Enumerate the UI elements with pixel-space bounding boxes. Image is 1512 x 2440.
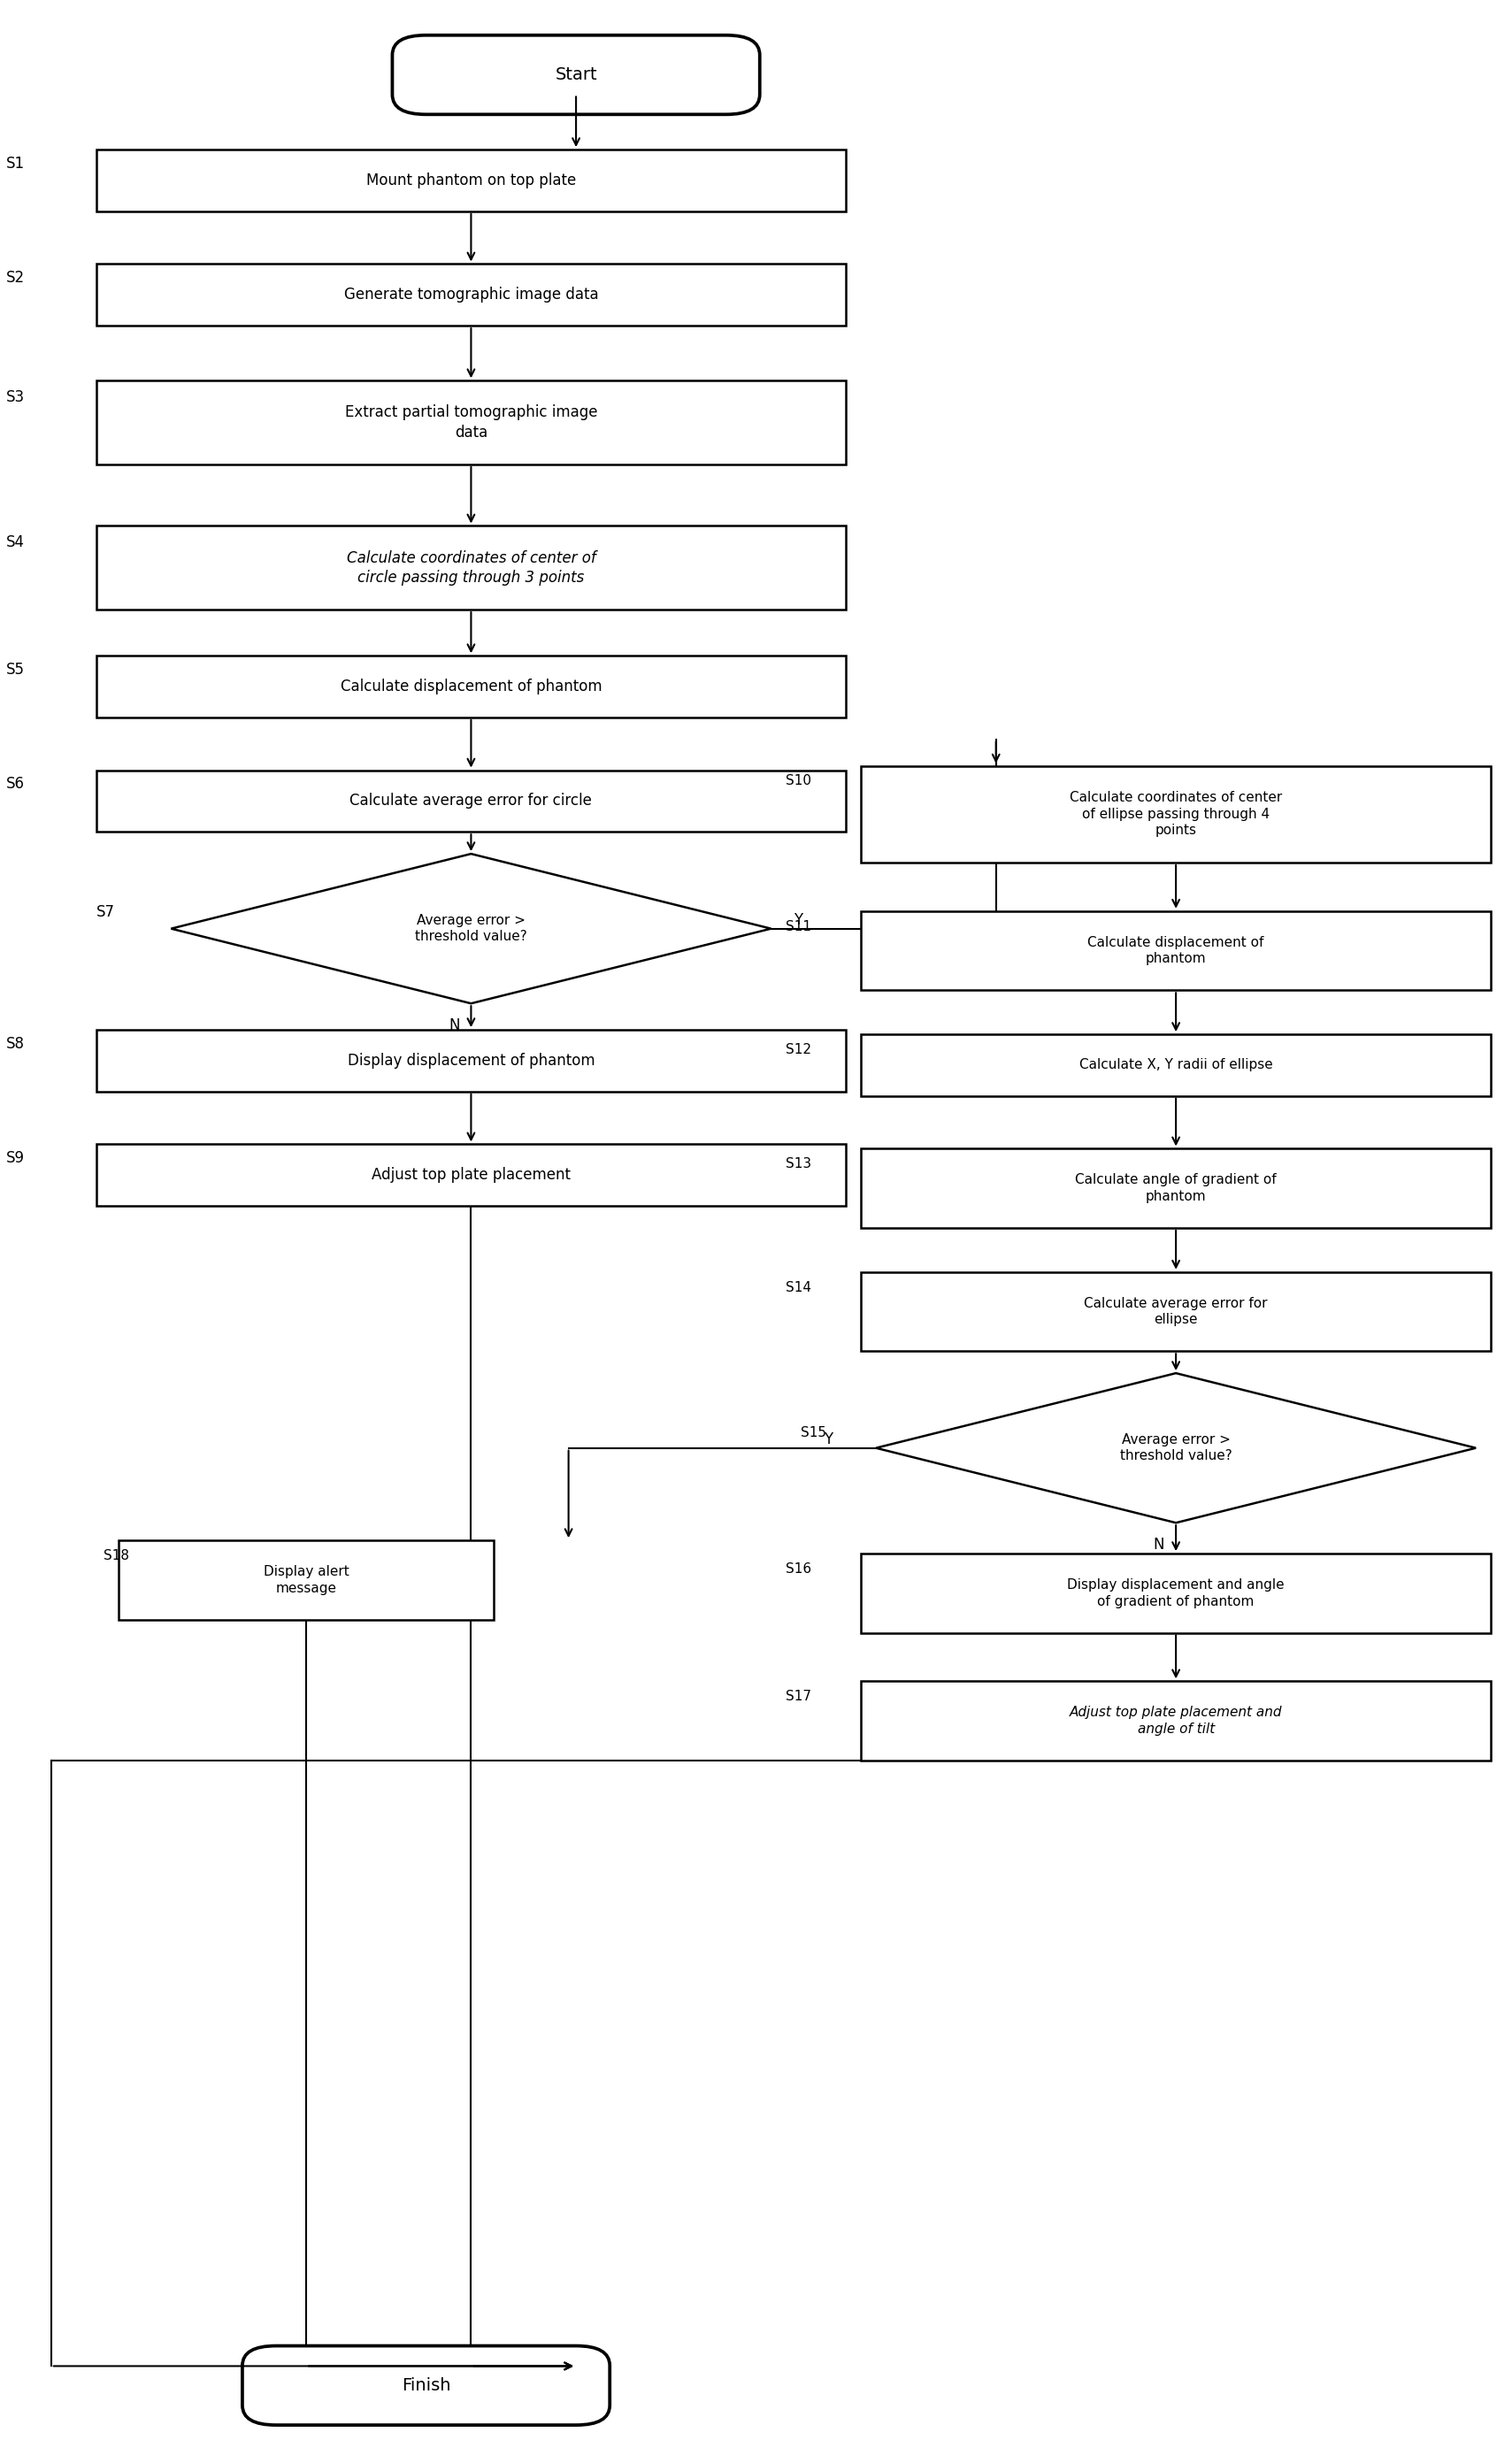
Text: Average error >
threshold value?: Average error > threshold value? [414, 913, 528, 944]
FancyBboxPatch shape [242, 2345, 609, 2425]
Text: Finish: Finish [402, 2377, 451, 2394]
Polygon shape [171, 854, 771, 1003]
Bar [97, 656, 847, 717]
Text: S11: S11 [786, 920, 812, 932]
Text: Display displacement of phantom: Display displacement of phantom [348, 1052, 594, 1069]
Text: N: N [1154, 1537, 1164, 1552]
Bar [97, 527, 847, 610]
Text: S12: S12 [786, 1042, 812, 1057]
Text: Calculate angle of gradient of
phantom: Calculate angle of gradient of phantom [1075, 1174, 1276, 1203]
Bar [97, 771, 847, 832]
Bar [860, 766, 1491, 864]
Bar [860, 1681, 1491, 1762]
Text: Extract partial tomographic image
data: Extract partial tomographic image data [345, 405, 597, 439]
Text: S13: S13 [786, 1157, 812, 1171]
Bar [97, 149, 847, 212]
FancyBboxPatch shape [392, 34, 759, 115]
Text: Start: Start [555, 66, 597, 83]
Text: S14: S14 [786, 1281, 812, 1293]
Text: S15: S15 [801, 1425, 827, 1440]
Polygon shape [875, 1374, 1476, 1523]
Text: Calculate displacement of
phantom: Calculate displacement of phantom [1087, 937, 1264, 966]
Bar [860, 1035, 1491, 1096]
Bar [97, 1144, 847, 1205]
Bar [97, 381, 847, 464]
Text: S9: S9 [6, 1149, 24, 1166]
Text: S7: S7 [97, 903, 115, 920]
Text: Calculate coordinates of center of
circle passing through 3 points: Calculate coordinates of center of circl… [346, 549, 596, 586]
Bar [860, 1554, 1491, 1632]
Text: S16: S16 [786, 1562, 812, 1576]
Text: S4: S4 [6, 534, 24, 549]
Text: S5: S5 [6, 661, 24, 678]
Text: S17: S17 [786, 1691, 812, 1703]
Bar [97, 1030, 847, 1091]
Bar [860, 910, 1491, 991]
Text: S2: S2 [6, 271, 24, 285]
Bar [97, 264, 847, 325]
Text: S1: S1 [6, 156, 24, 171]
Text: Display alert
message: Display alert message [263, 1564, 349, 1596]
Text: Average error >
threshold value?: Average error > threshold value? [1120, 1432, 1232, 1464]
Text: Adjust top plate placement: Adjust top plate placement [372, 1166, 570, 1183]
Text: Display displacement and angle
of gradient of phantom: Display displacement and angle of gradie… [1067, 1579, 1285, 1608]
Text: Calculate average error for circle: Calculate average error for circle [349, 793, 593, 810]
Text: Y: Y [824, 1432, 833, 1447]
Text: Calculate coordinates of center
of ellipse passing through 4
points: Calculate coordinates of center of ellip… [1069, 791, 1282, 837]
Text: S8: S8 [6, 1037, 24, 1052]
Bar [860, 1271, 1491, 1352]
Bar [860, 1149, 1491, 1227]
Text: Calculate displacement of phantom: Calculate displacement of phantom [340, 678, 602, 695]
Text: Adjust top plate placement and
angle of tilt: Adjust top plate placement and angle of … [1069, 1706, 1282, 1735]
Text: S6: S6 [6, 776, 24, 793]
Text: N: N [449, 1017, 460, 1035]
Text: S18: S18 [104, 1549, 130, 1562]
Text: Generate tomographic image data: Generate tomographic image data [343, 288, 599, 303]
Text: S10: S10 [786, 773, 812, 788]
Text: Calculate X, Y radii of ellipse: Calculate X, Y radii of ellipse [1080, 1059, 1273, 1071]
Bar [118, 1540, 493, 1620]
Text: S3: S3 [6, 388, 24, 405]
Text: Mount phantom on top plate: Mount phantom on top plate [366, 173, 576, 188]
Text: Y: Y [794, 913, 803, 927]
Text: Calculate average error for
ellipse: Calculate average error for ellipse [1084, 1296, 1267, 1327]
